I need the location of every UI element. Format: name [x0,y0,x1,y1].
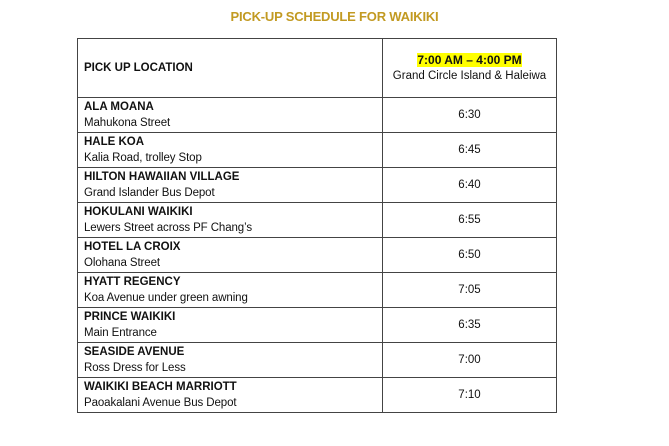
location-name: PRINCE WAIKIKI [84,311,176,323]
pickup-time: 7:10 [382,377,557,413]
time-column-header: 7:00 AM – 4:00 PM Grand Circle Island & … [382,38,557,98]
table-row: ALA MOANA Mahukona Street 6:30 [77,97,557,133]
pickup-time: 6:30 [382,97,557,133]
location-cell: HOKULANI WAIKIKI Lewers Street across PF … [77,202,383,238]
location-name: HOTEL LA CROIX [84,241,181,253]
location-cell: HILTON HAWAIIAN VILLAGE Grand Islander Bu… [77,167,383,203]
location-detail: Olohana Street [84,257,160,269]
location-cell: SEASIDE AVENUE Ross Dress for Less [77,342,383,378]
location-cell: PRINCE WAIKIKI Main Entrance [77,307,383,343]
table-row: PRINCE WAIKIKI Main Entrance 6:35 [77,307,557,343]
location-detail: Koa Avenue under green awning [84,292,248,304]
location-cell: HALE KOA Kalia Road, trolley Stop [77,132,383,168]
pickup-time: 7:05 [382,272,557,308]
location-detail: Main Entrance [84,327,157,339]
location-column-header: PICK UP LOCATION [77,38,383,98]
location-detail: Kalia Road, trolley Stop [84,152,202,164]
location-name: WAIKIKI BEACH MARRIOTT [84,381,237,393]
table-row: HYATT REGENCY Koa Avenue under green awni… [77,272,557,308]
table-row: HOTEL LA CROIX Olohana Street 6:50 [77,237,557,273]
pickup-time: 6:40 [382,167,557,203]
location-name: HYATT REGENCY [84,276,181,288]
location-detail: Ross Dress for Less [84,362,186,374]
tour-name: Grand Circle Island & Haleiwa [392,70,547,82]
location-cell: ALA MOANA Mahukona Street [77,97,383,133]
location-detail: Paoakalani Avenue Bus Depot [84,397,237,409]
pickup-time: 6:45 [382,132,557,168]
location-name: HOKULANI WAIKIKI [84,206,193,218]
schedule-table: PICK UP LOCATION 7:00 AM – 4:00 PM Grand… [77,38,557,413]
location-detail: Lewers Street across PF Chang’s [84,222,252,234]
table-row: HALE KOA Kalia Road, trolley Stop 6:45 [77,132,557,168]
time-range: 7:00 AM – 4:00 PM [417,53,522,67]
location-detail: Grand Islander Bus Depot [84,187,215,199]
pickup-time: 6:50 [382,237,557,273]
location-name: SEASIDE AVENUE [84,346,185,358]
location-detail: Mahukona Street [84,117,171,129]
page-title: PICK-UP SCHEDULE FOR WAIKIKI [230,9,439,24]
table-row: WAIKIKI BEACH MARRIOTT Paoakalani Avenue … [77,377,557,413]
table-row: HILTON HAWAIIAN VILLAGE Grand Islander Bu… [77,167,557,203]
pickup-time: 6:35 [382,307,557,343]
location-name: ALA MOANA [84,101,154,113]
pickup-time: 6:55 [382,202,557,238]
table-row: HOKULANI WAIKIKI Lewers Street across PF … [77,202,557,238]
location-cell: WAIKIKI BEACH MARRIOTT Paoakalani Avenue … [77,377,383,413]
table-row: SEASIDE AVENUE Ross Dress for Less 7:00 [77,342,557,378]
pickup-time: 7:00 [382,342,557,378]
location-cell: HOTEL LA CROIX Olohana Street [77,237,383,273]
table-header-row: PICK UP LOCATION 7:00 AM – 4:00 PM Grand… [77,38,557,98]
location-name: HILTON HAWAIIAN VILLAGE [84,171,240,183]
location-cell: HYATT REGENCY Koa Avenue under green awni… [77,272,383,308]
location-name: HALE KOA [84,136,145,148]
